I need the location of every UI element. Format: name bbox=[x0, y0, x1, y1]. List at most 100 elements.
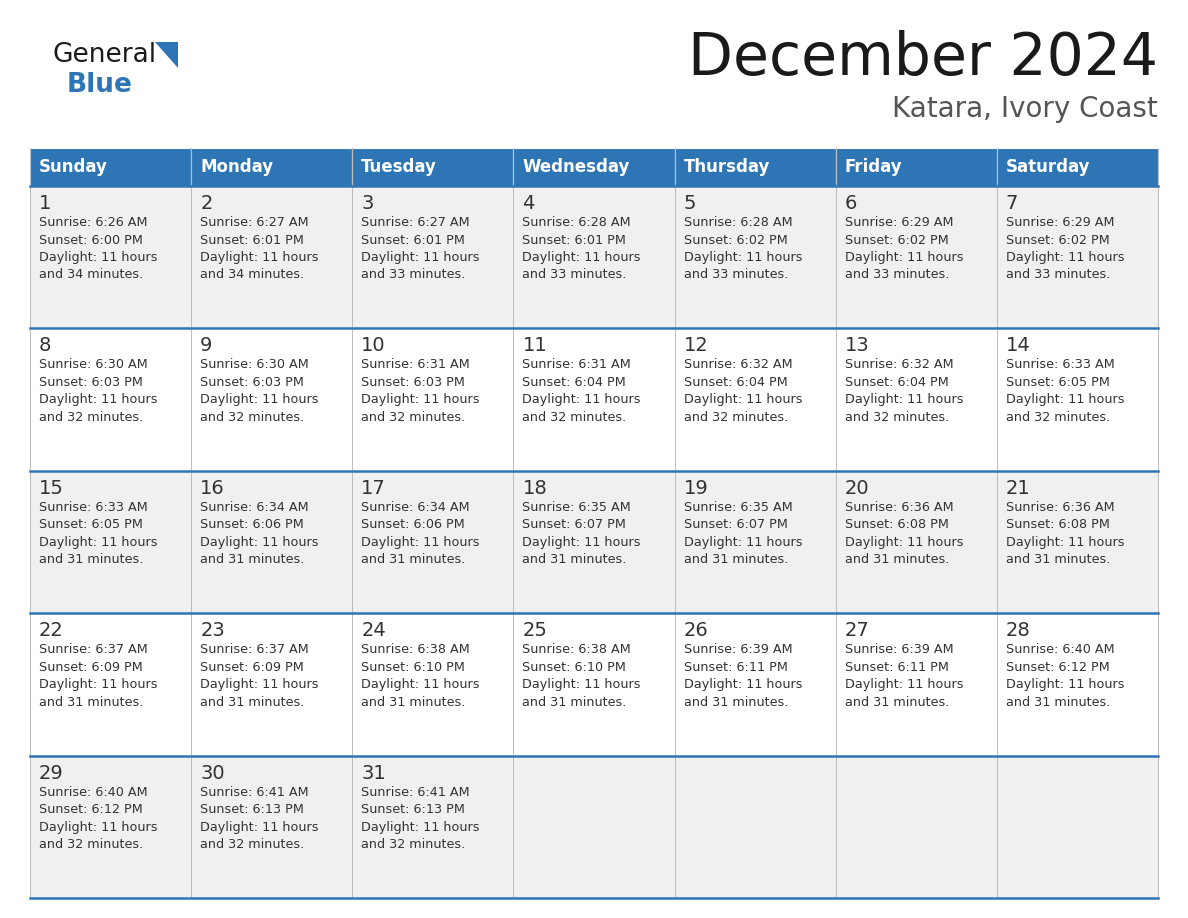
Text: Sunrise: 6:41 AM: Sunrise: 6:41 AM bbox=[200, 786, 309, 799]
Bar bbox=[30, 329, 1158, 471]
Text: Sunrise: 6:39 AM: Sunrise: 6:39 AM bbox=[845, 644, 953, 656]
Text: and 32 minutes.: and 32 minutes. bbox=[200, 838, 304, 851]
Text: Daylight: 11 hours: Daylight: 11 hours bbox=[200, 678, 318, 691]
Text: 17: 17 bbox=[361, 479, 386, 498]
Text: Friday: Friday bbox=[845, 158, 903, 176]
Text: Sunrise: 6:31 AM: Sunrise: 6:31 AM bbox=[523, 358, 631, 372]
Text: 3: 3 bbox=[361, 194, 374, 213]
Text: Daylight: 11 hours: Daylight: 11 hours bbox=[683, 251, 802, 264]
Text: Sunset: 6:05 PM: Sunset: 6:05 PM bbox=[1006, 375, 1110, 389]
Text: December 2024: December 2024 bbox=[688, 30, 1158, 87]
Bar bbox=[191, 148, 353, 186]
Text: 21: 21 bbox=[1006, 479, 1031, 498]
Text: 12: 12 bbox=[683, 336, 708, 355]
Text: and 32 minutes.: and 32 minutes. bbox=[39, 838, 144, 851]
Text: 27: 27 bbox=[845, 621, 870, 640]
Bar bbox=[353, 148, 513, 186]
Text: and 31 minutes.: and 31 minutes. bbox=[200, 554, 304, 566]
Text: Daylight: 11 hours: Daylight: 11 hours bbox=[683, 536, 802, 549]
Text: and 32 minutes.: and 32 minutes. bbox=[200, 411, 304, 424]
Text: and 31 minutes.: and 31 minutes. bbox=[845, 696, 949, 709]
Text: Daylight: 11 hours: Daylight: 11 hours bbox=[200, 536, 318, 549]
Text: 14: 14 bbox=[1006, 336, 1031, 355]
Text: and 32 minutes.: and 32 minutes. bbox=[361, 411, 466, 424]
Text: Sunset: 6:02 PM: Sunset: 6:02 PM bbox=[1006, 233, 1110, 247]
Text: Daylight: 11 hours: Daylight: 11 hours bbox=[361, 536, 480, 549]
Text: Sunset: 6:01 PM: Sunset: 6:01 PM bbox=[523, 233, 626, 247]
Text: 7: 7 bbox=[1006, 194, 1018, 213]
Text: Daylight: 11 hours: Daylight: 11 hours bbox=[1006, 394, 1124, 407]
Text: Sunrise: 6:35 AM: Sunrise: 6:35 AM bbox=[523, 501, 631, 514]
Text: Sunrise: 6:39 AM: Sunrise: 6:39 AM bbox=[683, 644, 792, 656]
Text: Daylight: 11 hours: Daylight: 11 hours bbox=[361, 394, 480, 407]
Text: Sunset: 6:01 PM: Sunset: 6:01 PM bbox=[200, 233, 304, 247]
Text: Blue: Blue bbox=[67, 72, 133, 98]
Text: Daylight: 11 hours: Daylight: 11 hours bbox=[845, 394, 963, 407]
Text: Sunset: 6:05 PM: Sunset: 6:05 PM bbox=[39, 519, 143, 532]
Text: 9: 9 bbox=[200, 336, 213, 355]
Text: 22: 22 bbox=[39, 621, 64, 640]
Text: and 32 minutes.: and 32 minutes. bbox=[361, 838, 466, 851]
Text: Thursday: Thursday bbox=[683, 158, 770, 176]
Text: Sunrise: 6:40 AM: Sunrise: 6:40 AM bbox=[1006, 644, 1114, 656]
Text: Sunset: 6:09 PM: Sunset: 6:09 PM bbox=[200, 661, 304, 674]
Text: Sunrise: 6:36 AM: Sunrise: 6:36 AM bbox=[845, 501, 953, 514]
Text: Daylight: 11 hours: Daylight: 11 hours bbox=[1006, 678, 1124, 691]
Text: Sunset: 6:03 PM: Sunset: 6:03 PM bbox=[39, 375, 143, 389]
Text: and 31 minutes.: and 31 minutes. bbox=[361, 554, 466, 566]
Text: Daylight: 11 hours: Daylight: 11 hours bbox=[1006, 251, 1124, 264]
Text: Sunset: 6:12 PM: Sunset: 6:12 PM bbox=[1006, 661, 1110, 674]
Text: Sunrise: 6:28 AM: Sunrise: 6:28 AM bbox=[683, 216, 792, 229]
Text: Sunset: 6:02 PM: Sunset: 6:02 PM bbox=[845, 233, 948, 247]
Text: 15: 15 bbox=[39, 479, 64, 498]
Text: 28: 28 bbox=[1006, 621, 1031, 640]
Text: and 31 minutes.: and 31 minutes. bbox=[1006, 696, 1111, 709]
Text: and 33 minutes.: and 33 minutes. bbox=[845, 268, 949, 282]
Bar bbox=[30, 756, 1158, 898]
Text: Tuesday: Tuesday bbox=[361, 158, 437, 176]
Text: Sunset: 6:07 PM: Sunset: 6:07 PM bbox=[683, 519, 788, 532]
Text: Sunset: 6:04 PM: Sunset: 6:04 PM bbox=[523, 375, 626, 389]
Text: Sunset: 6:12 PM: Sunset: 6:12 PM bbox=[39, 803, 143, 816]
Text: Sunrise: 6:36 AM: Sunrise: 6:36 AM bbox=[1006, 501, 1114, 514]
Bar bbox=[675, 148, 835, 186]
Text: Daylight: 11 hours: Daylight: 11 hours bbox=[200, 251, 318, 264]
Bar bbox=[30, 613, 1158, 756]
Text: Daylight: 11 hours: Daylight: 11 hours bbox=[361, 251, 480, 264]
Text: Sunrise: 6:30 AM: Sunrise: 6:30 AM bbox=[200, 358, 309, 372]
Text: Daylight: 11 hours: Daylight: 11 hours bbox=[845, 678, 963, 691]
Text: Sunrise: 6:26 AM: Sunrise: 6:26 AM bbox=[39, 216, 147, 229]
Bar bbox=[835, 148, 997, 186]
Text: and 33 minutes.: and 33 minutes. bbox=[683, 268, 788, 282]
Text: and 31 minutes.: and 31 minutes. bbox=[845, 554, 949, 566]
Text: and 31 minutes.: and 31 minutes. bbox=[683, 696, 788, 709]
Text: Sunset: 6:10 PM: Sunset: 6:10 PM bbox=[523, 661, 626, 674]
Bar bbox=[513, 148, 675, 186]
Text: Sunset: 6:06 PM: Sunset: 6:06 PM bbox=[200, 519, 304, 532]
Text: Sunrise: 6:27 AM: Sunrise: 6:27 AM bbox=[361, 216, 470, 229]
Text: Sunset: 6:10 PM: Sunset: 6:10 PM bbox=[361, 661, 466, 674]
Text: Sunrise: 6:34 AM: Sunrise: 6:34 AM bbox=[361, 501, 470, 514]
Text: Sunrise: 6:37 AM: Sunrise: 6:37 AM bbox=[200, 644, 309, 656]
Text: and 32 minutes.: and 32 minutes. bbox=[683, 411, 788, 424]
Text: and 32 minutes.: and 32 minutes. bbox=[1006, 411, 1110, 424]
Text: 24: 24 bbox=[361, 621, 386, 640]
Text: Sunrise: 6:33 AM: Sunrise: 6:33 AM bbox=[1006, 358, 1114, 372]
Text: Sunrise: 6:37 AM: Sunrise: 6:37 AM bbox=[39, 644, 147, 656]
Text: Sunset: 6:02 PM: Sunset: 6:02 PM bbox=[683, 233, 788, 247]
Text: Daylight: 11 hours: Daylight: 11 hours bbox=[683, 678, 802, 691]
Text: Sunset: 6:09 PM: Sunset: 6:09 PM bbox=[39, 661, 143, 674]
Bar bbox=[30, 148, 191, 186]
Text: and 34 minutes.: and 34 minutes. bbox=[200, 268, 304, 282]
Text: Daylight: 11 hours: Daylight: 11 hours bbox=[39, 678, 158, 691]
Text: and 31 minutes.: and 31 minutes. bbox=[39, 554, 144, 566]
Text: and 33 minutes.: and 33 minutes. bbox=[523, 268, 627, 282]
Text: Sunday: Sunday bbox=[39, 158, 108, 176]
Text: Sunset: 6:04 PM: Sunset: 6:04 PM bbox=[683, 375, 788, 389]
Text: Sunset: 6:08 PM: Sunset: 6:08 PM bbox=[1006, 519, 1110, 532]
Text: Daylight: 11 hours: Daylight: 11 hours bbox=[200, 821, 318, 834]
Text: Sunset: 6:13 PM: Sunset: 6:13 PM bbox=[361, 803, 466, 816]
Text: Daylight: 11 hours: Daylight: 11 hours bbox=[39, 821, 158, 834]
Text: 6: 6 bbox=[845, 194, 857, 213]
Text: Sunrise: 6:32 AM: Sunrise: 6:32 AM bbox=[845, 358, 953, 372]
